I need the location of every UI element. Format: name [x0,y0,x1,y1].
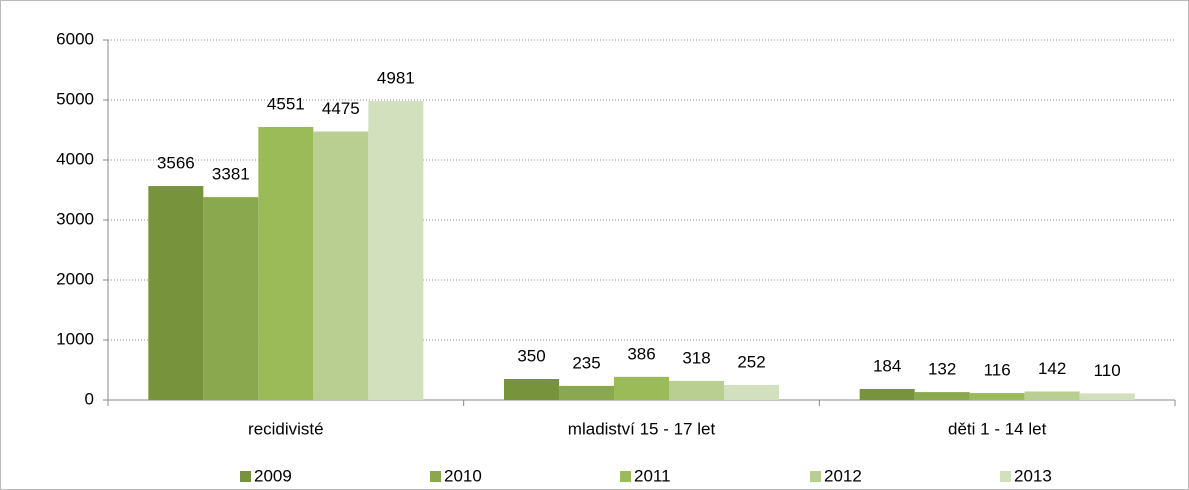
data-label: 252 [737,352,765,371]
data-label: 3566 [157,154,195,173]
bar [148,186,204,400]
data-label: 350 [517,346,545,365]
data-label: 386 [627,344,655,363]
y-tick-label: 6000 [56,29,94,48]
bar [313,131,369,400]
data-label: 4551 [267,94,305,113]
bar [859,388,915,400]
legend-swatch [430,471,441,482]
bar [1024,391,1080,400]
y-tick-label: 4000 [56,149,94,168]
legend-swatch [810,471,821,482]
bar [724,384,779,400]
legend-label: 2013 [1014,466,1052,485]
y-tick-label: 2000 [56,269,94,288]
bar [559,385,614,400]
bar [614,376,669,400]
legend-label: 2009 [254,466,292,485]
bar [258,126,314,400]
legend-label: 2012 [824,466,862,485]
data-label: 142 [1038,359,1066,378]
y-tick-label: 1000 [56,329,94,348]
bar [914,392,970,400]
data-label: 116 [984,361,1011,380]
x-tick-label: mladiství 15 - 17 let [568,419,716,438]
legend-swatch [240,471,251,482]
x-tick-label: děti 1 - 14 let [948,419,1047,438]
bar [504,379,559,400]
data-label: 3381 [212,165,250,184]
bar [368,101,424,400]
bar [1079,393,1135,400]
legend-swatch [1000,471,1011,482]
legend-label: 2011 [634,466,671,485]
data-label: 4981 [377,69,415,88]
data-label: 132 [928,360,956,379]
data-label: 184 [873,356,901,375]
legend-label: 2010 [444,466,482,485]
bar [203,197,259,400]
x-tick-label: recidivisté [248,419,324,438]
y-tick-label: 0 [85,389,94,408]
data-label: 318 [682,348,710,367]
y-tick-label: 3000 [56,209,94,228]
data-label: 4475 [322,99,360,118]
data-label: 110 [1094,361,1121,380]
bar [669,380,724,400]
legend-swatch [620,471,631,482]
y-tick-label: 5000 [56,89,94,108]
data-label: 235 [572,353,600,372]
bar [969,393,1025,400]
